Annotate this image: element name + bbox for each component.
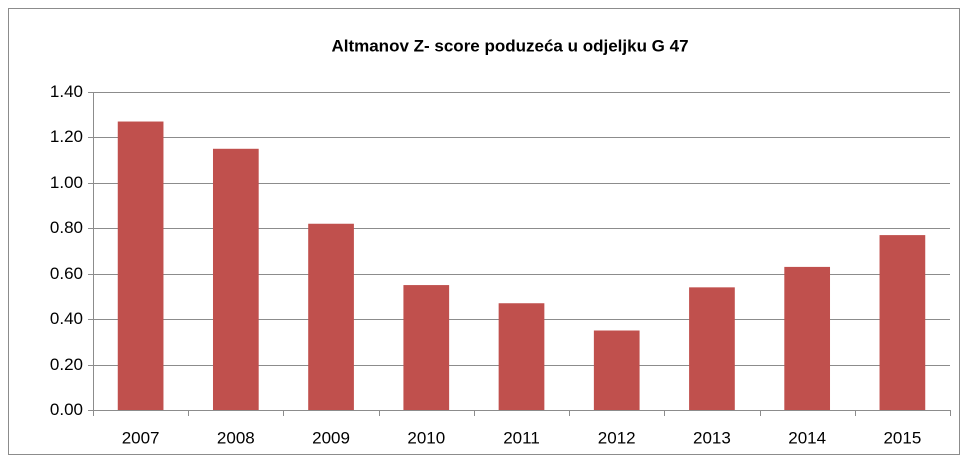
- y-tick-label: 0.60: [50, 264, 83, 283]
- y-tick-label: 1.00: [50, 173, 83, 192]
- y-tick-label: 0.00: [50, 400, 83, 419]
- x-tick-label: 2007: [122, 428, 160, 447]
- y-tick-label: 0.20: [50, 355, 83, 374]
- bar: [308, 223, 354, 410]
- y-tick-label: 0.80: [50, 218, 83, 237]
- y-tick-label: 1.40: [50, 82, 83, 101]
- x-tick-label: 2009: [312, 428, 350, 447]
- x-tick-label: 2014: [788, 428, 826, 447]
- y-tick-label: 0.40: [50, 309, 83, 328]
- x-tick-label: 2011: [503, 428, 540, 447]
- x-tick-label: 2010: [407, 428, 445, 447]
- bar: [117, 121, 164, 411]
- bar: [689, 287, 735, 410]
- x-tick-label: 2008: [217, 428, 255, 447]
- bar: [212, 148, 259, 411]
- bar: [593, 330, 640, 410]
- x-tick-label: 2013: [693, 428, 731, 447]
- bar: [879, 235, 926, 410]
- bar: [498, 303, 545, 410]
- x-tick-label: 2015: [883, 428, 921, 447]
- x-tick-label: 2012: [598, 428, 636, 447]
- bar: [403, 285, 450, 410]
- chart-title: Altmanov Z- score poduzeća u odjeljku G …: [331, 36, 688, 55]
- bar: [784, 266, 831, 410]
- y-tick-label: 1.20: [50, 127, 83, 146]
